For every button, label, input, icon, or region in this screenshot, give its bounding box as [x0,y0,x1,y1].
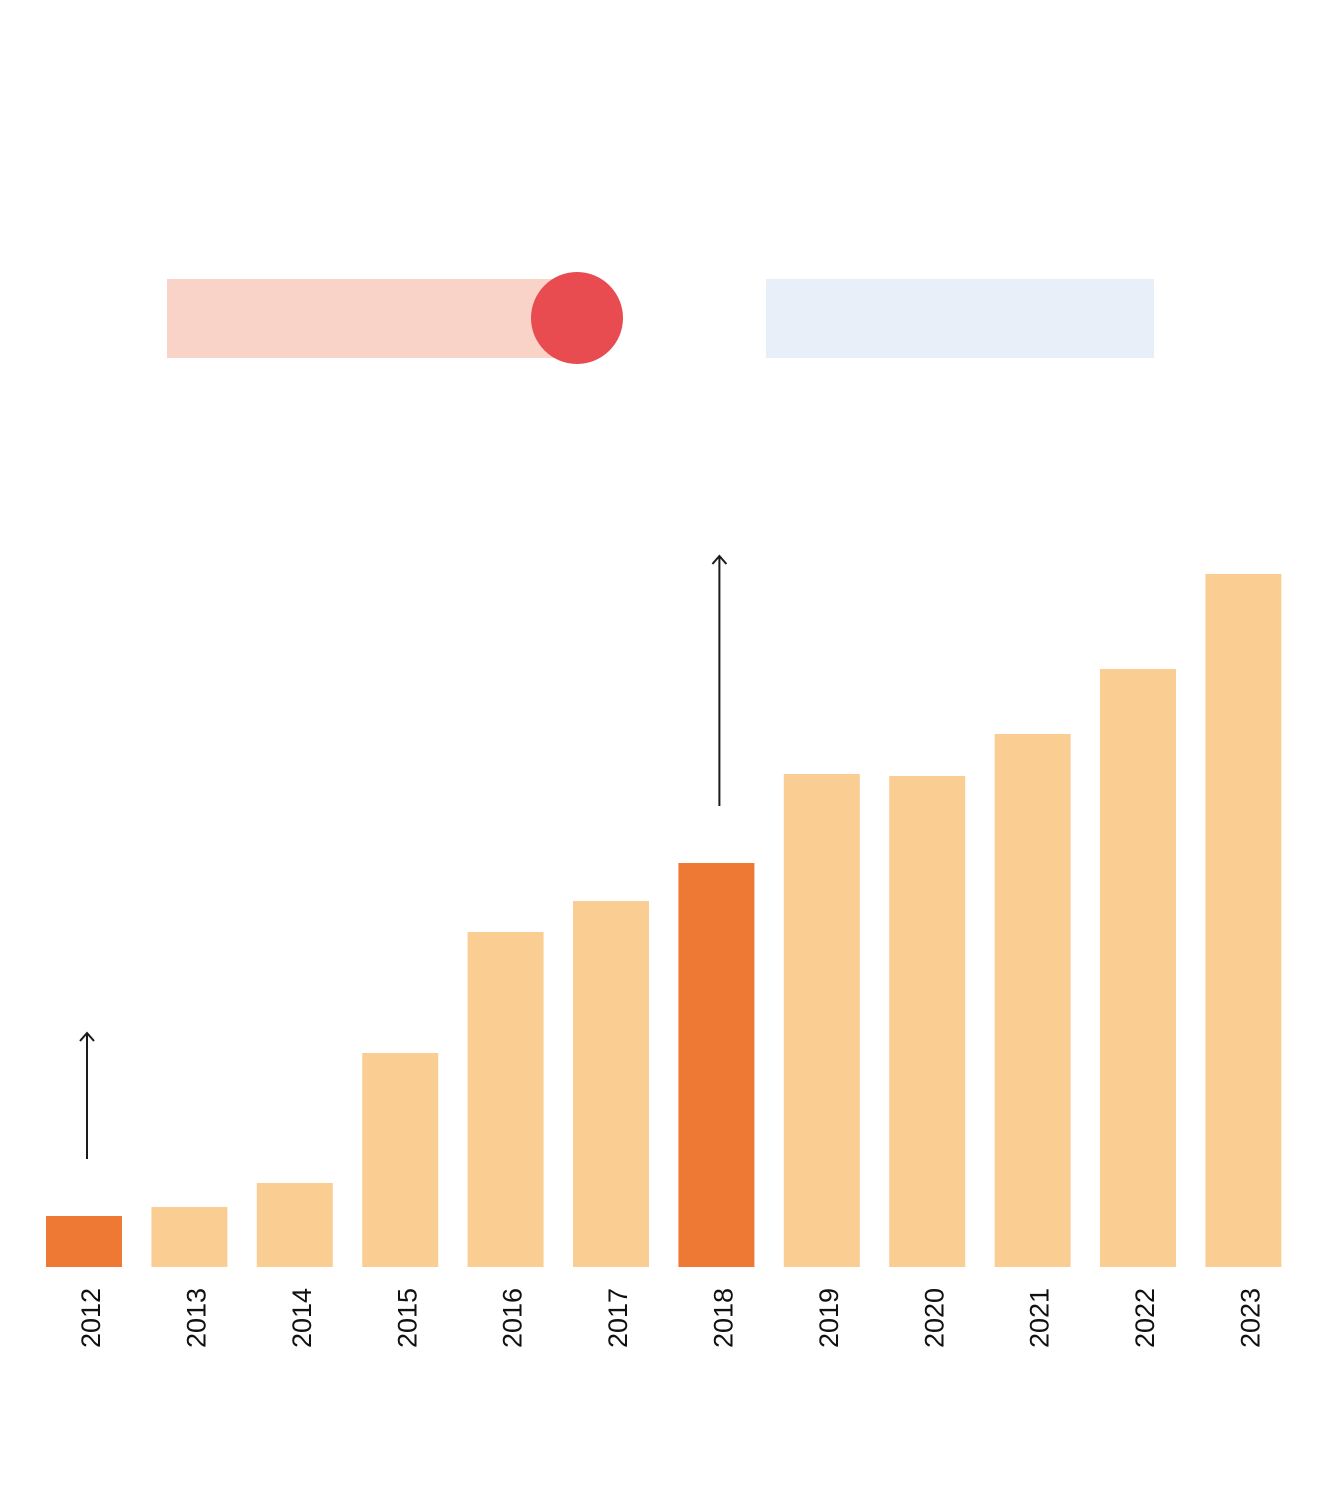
arrow-up-2018 [711,554,728,806]
bar-2020 [889,776,966,1267]
x-tick-label-2022: 2022 [1130,1288,1160,1348]
x-tick-label-2019: 2019 [814,1288,844,1348]
bar-2023 [1205,574,1282,1267]
x-tick-label-2016: 2016 [498,1288,528,1348]
legend-marker-dot [531,272,623,364]
bar-2013 [151,1207,228,1267]
x-tick-label-2020: 2020 [919,1288,949,1348]
x-tick-label-2012: 2012 [76,1288,106,1348]
x-tick-label-2017: 2017 [603,1288,633,1348]
x-tick-label-2018: 2018 [709,1288,739,1348]
x-tick-label-2015: 2015 [392,1288,422,1348]
bar-2015 [362,1053,439,1267]
legend-swatch-pink [167,279,577,358]
annotation-arrows [79,554,728,1159]
bars-group [46,574,1282,1267]
bar-2018 [678,863,755,1267]
bar-2014 [256,1183,333,1267]
x-tick-label-2023: 2023 [1236,1288,1266,1348]
legend-swatch-blue [766,279,1154,358]
arrow-up-2012 [79,1031,95,1159]
x-tick-label-2021: 2021 [1025,1288,1055,1348]
bar-2016 [467,932,544,1267]
bar-2017 [573,901,649,1267]
bar-2012 [46,1216,122,1267]
bar-2021 [994,734,1071,1267]
legend [167,272,1154,364]
bar-2019 [783,774,860,1267]
x-tick-label-2013: 2013 [182,1288,212,1348]
x-tick-label-2014: 2014 [287,1288,317,1348]
bar-2022 [1100,669,1176,1267]
x-axis-tick-labels: 2012 2013 2014 2015 2016 2017 2018 2019 2020 2021… [76,1288,1265,1348]
